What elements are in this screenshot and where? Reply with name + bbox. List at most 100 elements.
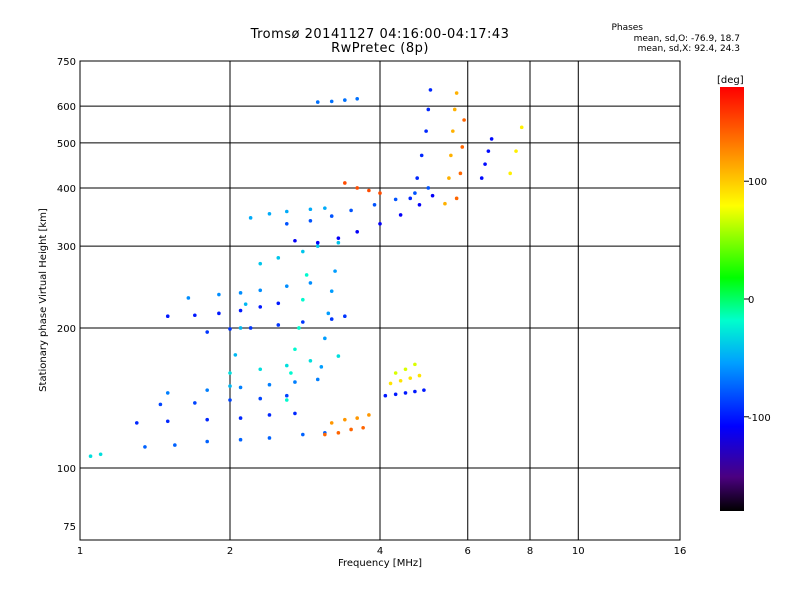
data-point [454, 91, 459, 95]
data-point [193, 401, 197, 405]
x-axis-label: Frequency [MHz] [338, 558, 422, 569]
data-point [388, 381, 393, 386]
data-point [238, 416, 243, 420]
colorbar [720, 87, 744, 511]
data-point [424, 129, 428, 133]
colorbar-tick-label: 100 [748, 177, 767, 188]
data-point [193, 313, 197, 318]
data-point [293, 380, 297, 384]
data-point [489, 137, 494, 141]
data-point [367, 188, 371, 193]
data-point [284, 284, 289, 288]
data-point [276, 256, 281, 260]
data-point [458, 171, 463, 176]
data-point [308, 281, 313, 285]
data-point [422, 388, 426, 392]
data-point [258, 288, 263, 293]
data-point [284, 221, 289, 226]
data-point [426, 186, 431, 190]
data-point [205, 417, 209, 422]
y-tick-label: 500 [57, 139, 76, 150]
data-point [238, 326, 243, 330]
phase-stats-o: mean, sd,O: -76.9, 18.7 [633, 34, 740, 44]
data-point [284, 393, 289, 398]
data-point [258, 367, 263, 372]
data-point [408, 376, 413, 380]
data-point [415, 176, 419, 180]
data-point [417, 373, 422, 378]
colorbar-unit: [deg] [717, 75, 744, 86]
data-point [293, 411, 297, 416]
data-point [267, 382, 272, 387]
data-point [323, 432, 327, 437]
data-point [355, 186, 359, 190]
colorbar-tick-label: -100 [748, 413, 771, 424]
data-point [413, 191, 417, 195]
data-point [248, 326, 253, 330]
data-point [315, 100, 320, 104]
x-tick-label: 16 [674, 546, 687, 557]
data-point [143, 445, 147, 449]
data-point [258, 305, 263, 309]
data-point [284, 398, 289, 402]
data-point [315, 377, 320, 382]
y-tick-label: 400 [57, 184, 76, 195]
data-point [258, 396, 263, 401]
data-point [393, 197, 398, 202]
data-point [308, 207, 313, 212]
data-point [248, 216, 253, 220]
data-point [301, 432, 305, 437]
data-point [165, 314, 170, 318]
data-point [514, 149, 518, 153]
data-point [238, 385, 243, 390]
y-tick-label: 75 [63, 522, 76, 533]
data-point [447, 176, 451, 180]
data-point [329, 421, 334, 425]
data-point [329, 289, 334, 293]
chart-subtitle: RwPretec (8p) [331, 41, 429, 56]
x-tick-label: 6 [465, 546, 471, 557]
y-tick-label: 750 [57, 57, 76, 68]
data-point [419, 153, 424, 158]
data-point [403, 367, 408, 372]
data-point [355, 416, 359, 420]
data-point [258, 261, 263, 266]
data-point [336, 240, 341, 245]
data-point [238, 437, 243, 442]
data-point [383, 393, 388, 398]
data-point [186, 296, 191, 300]
data-point [483, 162, 487, 166]
y-axis-label: Stationary phase Virtual Height [km] [38, 208, 49, 392]
data-point [297, 326, 301, 330]
data-point [304, 273, 309, 277]
y-tick-label: 200 [57, 324, 76, 335]
data-point [228, 384, 232, 388]
colorbar-tick-label: 0 [748, 295, 754, 306]
data-point [336, 354, 341, 358]
data-point [315, 240, 320, 245]
data-point [165, 419, 170, 424]
data-point [276, 301, 281, 306]
data-point [308, 358, 313, 363]
data-point [267, 436, 272, 440]
data-point [267, 413, 272, 417]
data-point [326, 311, 331, 316]
axis-ticks: 1 2 4 6 8 10 16 750 600 500 400 300 200 100 75 [57, 57, 686, 557]
data-point [238, 291, 243, 295]
data-point [367, 413, 371, 417]
data-point [403, 391, 408, 395]
data-point [336, 236, 341, 240]
data-point [323, 206, 327, 210]
data-point [267, 211, 272, 216]
data-point [355, 229, 359, 234]
data-point [289, 371, 293, 375]
data-point [372, 203, 377, 207]
data-point [205, 330, 209, 334]
data-point [233, 353, 238, 357]
y-tick-label: 600 [57, 102, 76, 113]
data-point [308, 218, 313, 223]
data-point [217, 292, 221, 297]
data-point [417, 203, 422, 207]
data-point [398, 213, 403, 217]
